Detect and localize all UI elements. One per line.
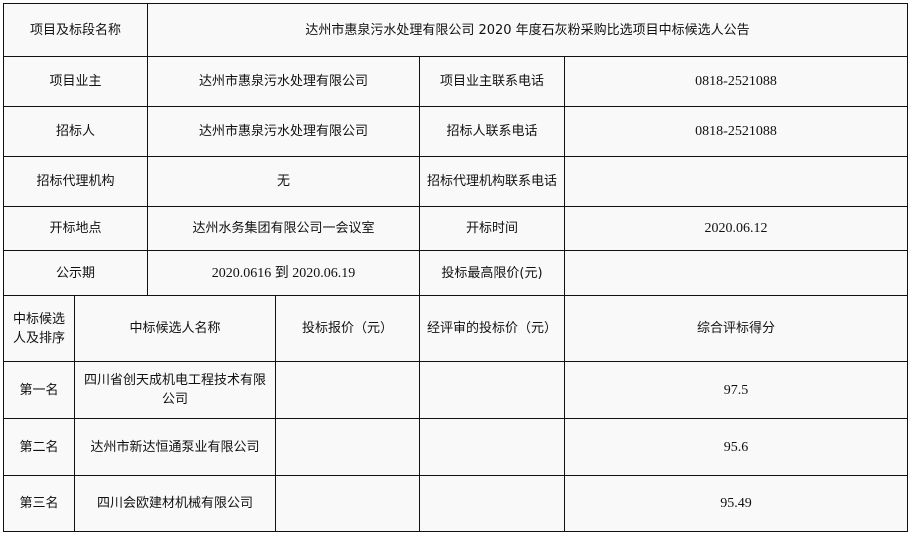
candidate-name: 达州市新达恒通泵业有限公司	[74, 418, 276, 476]
opening-time: 2020.06.12	[564, 206, 908, 251]
rank: 第三名	[3, 475, 75, 532]
candidate-name: 四川省创天成机电工程技术有限公司	[74, 361, 276, 419]
reviewed-bid	[419, 475, 565, 532]
owner-value: 达州市惠泉污水处理有限公司	[147, 56, 420, 107]
agency-value: 无	[147, 156, 420, 207]
header-bid: 投标报价（元）	[275, 295, 420, 362]
rank: 第二名	[3, 418, 75, 476]
opening-time-label: 开标时间	[419, 206, 565, 251]
header-reviewed: 经评审的投标价（元）	[419, 295, 565, 362]
bid	[275, 361, 420, 419]
tenderer-phone-label: 招标人联系电话	[419, 106, 565, 157]
header-rank: 中标候选人及排序	[3, 295, 75, 362]
tenderer-phone: 0818-2521088	[564, 106, 908, 157]
owner-phone: 0818-2521088	[564, 56, 908, 107]
header-score: 综合评标得分	[564, 295, 908, 362]
candidate-name: 四川会欧建材机械有限公司	[74, 475, 276, 532]
owner-phone-label: 项目业主联系电话	[419, 56, 565, 107]
max-price	[564, 250, 908, 296]
reviewed-bid	[419, 361, 565, 419]
publicity-label: 公示期	[3, 250, 148, 296]
project-label: 项目及标段名称	[3, 3, 148, 57]
reviewed-bid	[419, 418, 565, 476]
max-price-label: 投标最高限价(元)	[419, 250, 565, 296]
score: 97.5	[564, 361, 908, 419]
score: 95.6	[564, 418, 908, 476]
tenderer-value: 达州市惠泉污水处理有限公司	[147, 106, 420, 157]
header-name: 中标候选人名称	[74, 295, 276, 362]
agency-phone-label: 招标代理机构联系电话	[419, 156, 565, 207]
bid	[275, 475, 420, 532]
agency-label: 招标代理机构	[3, 156, 148, 207]
tenderer-label: 招标人	[3, 106, 148, 157]
bid	[275, 418, 420, 476]
agency-phone	[564, 156, 908, 207]
publicity-value: 2020.0616 到 2020.06.19	[147, 250, 420, 296]
owner-label: 项目业主	[3, 56, 148, 107]
score: 95.49	[564, 475, 908, 532]
rank: 第一名	[3, 361, 75, 419]
project-value: 达州市惠泉污水处理有限公司 2020 年度石灰粉采购比选项目中标候选人公告	[147, 3, 908, 57]
opening-value: 达州水务集团有限公司一会议室	[147, 206, 420, 251]
opening-label: 开标地点	[3, 206, 148, 251]
